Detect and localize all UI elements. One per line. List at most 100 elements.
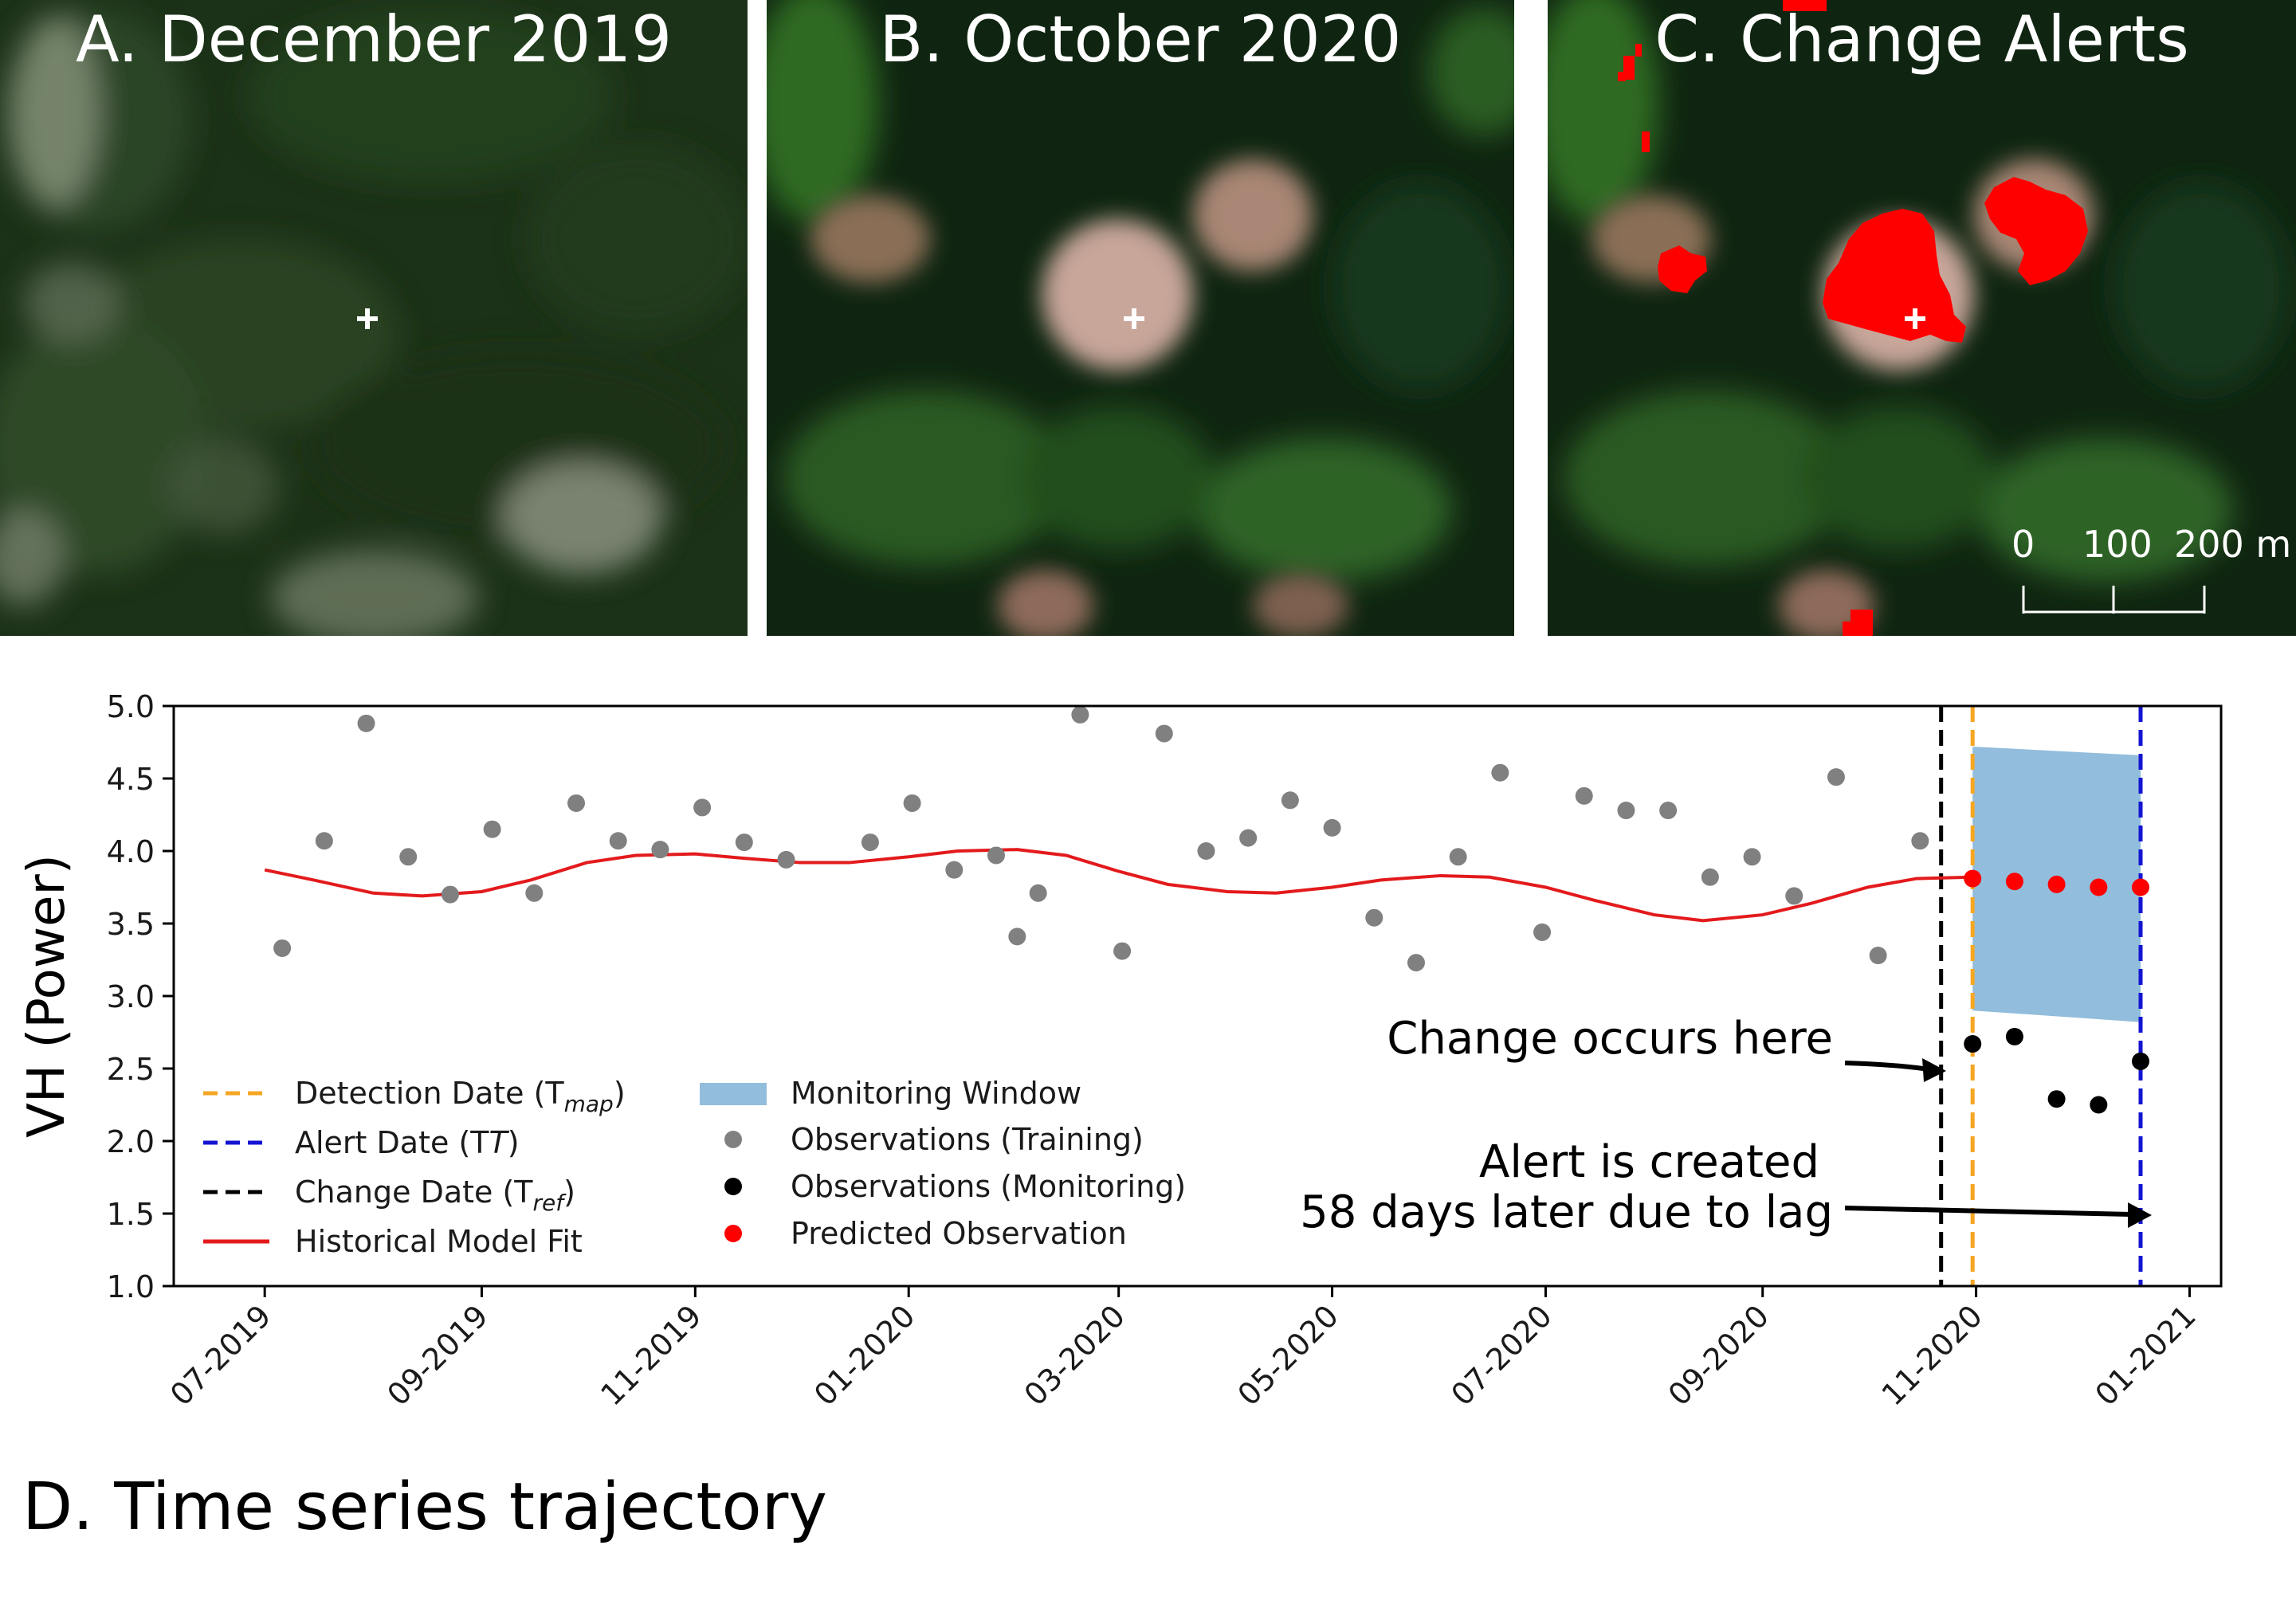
panel-a-title: A. December 2019 [75, 2, 673, 76]
legend-model-fit-label: Historical Model Fit [295, 1224, 583, 1259]
y-tick-label: 1.0 [107, 1269, 155, 1304]
arrow-alert-created [1844, 1206, 2133, 1217]
training-observation-point [525, 884, 544, 902]
y-tick-label: 2.5 [107, 1052, 155, 1087]
satellite-image-december-2019: A. December 2019 [0, 0, 748, 636]
panel-b-title: B. October 2020 [879, 2, 1402, 76]
legend-window-label: Monitoring Window [791, 1076, 1081, 1111]
monitoring-observation-point [2131, 1052, 2149, 1070]
predicted-observation-point [2090, 878, 2108, 896]
training-observation-point [1533, 923, 1552, 941]
training-observation-point [1785, 887, 1803, 905]
training-observation-point [903, 794, 921, 812]
x-tick-label: 07-2019 [163, 1298, 277, 1412]
legend-detection-label: Detection Date (Tmap) [295, 1076, 626, 1117]
x-tick-label: 11-2019 [594, 1298, 708, 1412]
training-observation-point [1575, 786, 1593, 805]
training-observation-point [1113, 942, 1132, 960]
training-observation-point [861, 833, 879, 852]
predicted-observation-point [2047, 875, 2066, 893]
training-observation-point [1827, 768, 1845, 786]
crosshair-icon [357, 308, 378, 329]
arrowhead-change-icon [1922, 1058, 1946, 1082]
y-tick-label: 4.0 [107, 834, 155, 869]
training-observation-point [441, 885, 459, 904]
training-observation-point [1008, 928, 1026, 946]
training-observation-point [483, 820, 501, 838]
historical-model-fit-line [264, 848, 1973, 923]
time-series-chart: 1.0 1.5 2.0 2.5 3.0 3.5 4.0 4.5 5.0 07-2019 09-20… [18, 689, 2223, 1413]
annotation-lag: 58 days later due to lag [1300, 1186, 1833, 1238]
training-observation-point [945, 861, 964, 879]
training-observation-point [1029, 884, 1047, 902]
satellite-image-october-2020: B. October 2020 [767, 0, 1514, 636]
x-tick-label: 11-2020 [1875, 1298, 1989, 1412]
crosshair-icon [1124, 308, 1144, 329]
training-observation-point [567, 794, 586, 812]
x-tick-label: 09-2019 [380, 1298, 494, 1412]
legend-change-label: Change Date (Tref) [295, 1175, 575, 1216]
predicted-observation-point [2005, 873, 2023, 891]
legend-alert-label: Alert Date (TT) [295, 1125, 520, 1160]
training-observation-point [1155, 724, 1173, 743]
training-observation-point [1239, 829, 1258, 847]
y-tick-label: 2.0 [107, 1124, 155, 1159]
monitoring-observation-point [2090, 1096, 2108, 1114]
arrowhead-alert-icon [2128, 1202, 2152, 1228]
image-a-forest [0, 0, 748, 636]
scale-label-0: 0 [2011, 523, 2035, 566]
training-observation-point [1491, 763, 1509, 782]
training-observation-point [1197, 842, 1215, 860]
training-observation-point [693, 798, 712, 817]
panel-c-title: C. Change Alerts [1654, 2, 2189, 76]
x-tick-label: 09-2020 [1662, 1298, 1776, 1412]
training-observation-point [987, 846, 1005, 865]
image-b-forest [767, 0, 1514, 636]
training-observation-point [1449, 848, 1467, 866]
training-observation-point [1323, 818, 1341, 837]
legend-monitoring-label: Observations (Monitoring) [791, 1169, 1186, 1204]
x-tick-label: 05-2020 [1231, 1298, 1345, 1412]
training-observation-point [609, 832, 627, 850]
training-observation-point [1281, 791, 1299, 810]
legend-predicted-swatch [724, 1225, 742, 1242]
x-tick-label: 03-2020 [1018, 1298, 1132, 1412]
image-c-alerts [1548, 0, 2296, 636]
y-tick-label: 3.5 [107, 907, 155, 942]
scale-label-100: 100 [2082, 523, 2153, 566]
legend-training-label: Observations (Training) [791, 1122, 1144, 1157]
training-observation-point [1743, 848, 1761, 866]
training-observation-point [1617, 802, 1635, 820]
y-tick-label: 4.5 [107, 762, 155, 797]
y-tick-label: 3.0 [107, 979, 155, 1014]
legend-window-swatch [700, 1083, 767, 1105]
y-tick-label: 1.5 [107, 1197, 155, 1232]
legend-training-swatch [724, 1131, 742, 1148]
predicted-observation-point [2131, 878, 2149, 896]
training-observation-point [1071, 705, 1089, 724]
change-alert-map: C. Change Alerts 0 100 200 m [1548, 0, 2296, 636]
training-observation-point [735, 833, 753, 852]
alert-patches [1618, 0, 2088, 636]
x-tick-label: 07-2020 [1444, 1298, 1558, 1412]
x-tick-label: 01-2021 [2088, 1298, 2202, 1412]
y-axis-label: VH (Power) [18, 854, 77, 1138]
monitoring-observation-point [2047, 1090, 2066, 1108]
legend-predicted-label: Predicted Observation [791, 1216, 1127, 1251]
training-observation-point [357, 714, 375, 732]
annotation-alert-created: Alert is created [1479, 1136, 1819, 1188]
legend-monitoring-swatch [724, 1178, 742, 1195]
training-observation-point [651, 841, 669, 859]
y-tick-label: 5.0 [107, 689, 155, 724]
monitoring-observation-point [2005, 1027, 2023, 1045]
panel-d-title: D. Time series trajectory [22, 1469, 827, 1545]
training-observation-point [273, 939, 292, 957]
training-observation-point [1659, 802, 1678, 820]
crosshair-icon [1905, 308, 1925, 329]
training-observation-point [1701, 868, 1719, 886]
x-tick-label: 01-2020 [807, 1298, 921, 1412]
training-observation-point [1911, 832, 1929, 850]
training-observation-point [1365, 908, 1383, 927]
training-observation-point [315, 832, 333, 850]
monitoring-observation-point [1964, 1035, 1982, 1053]
